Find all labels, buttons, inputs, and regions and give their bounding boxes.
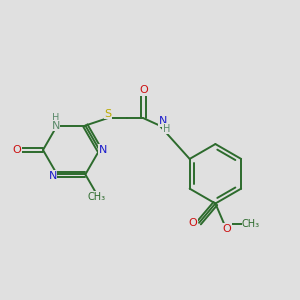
Text: H: H: [52, 113, 59, 123]
Text: O: O: [13, 145, 21, 155]
Text: N: N: [99, 145, 107, 155]
Text: O: O: [139, 85, 148, 95]
Text: S: S: [104, 109, 111, 119]
Text: CH₃: CH₃: [87, 191, 106, 202]
Text: H: H: [163, 124, 170, 134]
Text: N: N: [99, 145, 107, 155]
Text: N: N: [49, 171, 57, 181]
Text: CH₃: CH₃: [242, 219, 260, 229]
Text: O: O: [222, 224, 231, 234]
Text: O: O: [189, 218, 197, 228]
Text: N: N: [158, 116, 167, 126]
Text: N: N: [51, 121, 60, 130]
